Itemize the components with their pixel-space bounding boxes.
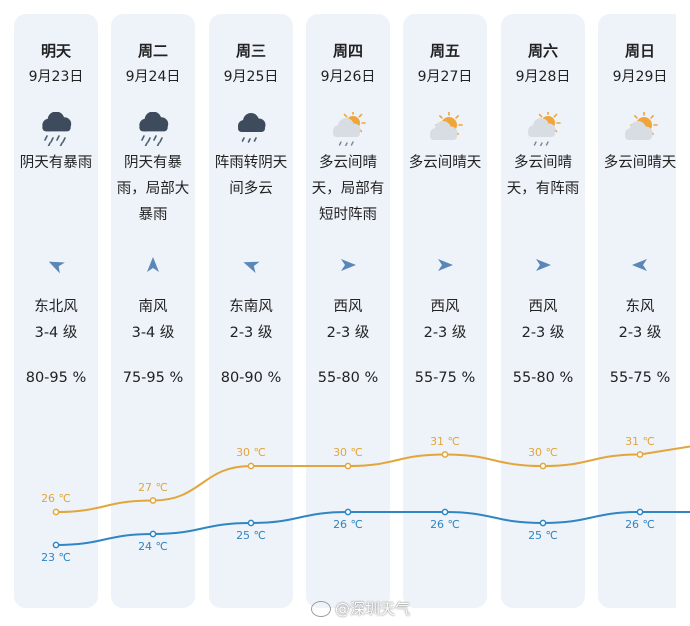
humidity: 55-75 % <box>609 370 671 386</box>
heavy-rain-cloud-icon <box>42 112 72 146</box>
wind-direction: 西风 <box>430 299 460 315</box>
wind-level: 2-3 级 <box>229 325 273 341</box>
day-date: 9月27日 <box>417 69 473 85</box>
wind-direction: 东北风 <box>34 299 78 315</box>
wind-direction-arrow-icon <box>438 259 453 271</box>
weibo-logo-icon <box>311 600 331 617</box>
weather-description: 阴天有暴 <box>124 155 182 171</box>
day-name: 周二 <box>137 42 168 60</box>
weather-description: 多云间晴 <box>514 155 572 171</box>
wind-direction-arrow-icon <box>341 259 356 271</box>
humidity: 55-80 % <box>317 370 379 386</box>
day-column <box>598 14 676 608</box>
weather-description: 雨，局部大 <box>116 181 190 197</box>
wind-direction-arrow-icon <box>243 261 260 274</box>
day-name: 周五 <box>429 42 460 60</box>
shower-cloud-icon <box>238 113 266 143</box>
low-temp-point <box>636 508 644 516</box>
wind-direction: 西风 <box>528 299 558 315</box>
weather-description: 多云间晴天 <box>408 155 482 171</box>
wind-direction: 西风 <box>333 299 363 315</box>
partly-cloudy-shower-icon <box>333 112 366 146</box>
wind-direction: 东南风 <box>229 299 273 315</box>
day-name: 周三 <box>235 42 266 60</box>
wind-level: 2-3 级 <box>423 325 467 341</box>
high-temp-label: 31 ℃ <box>625 434 655 448</box>
low-temp-point <box>344 508 352 516</box>
high-temp-label: 27 ℃ <box>138 480 168 494</box>
weather-description: 短时阵雨 <box>319 207 377 223</box>
high-temp-point <box>539 462 547 470</box>
low-temp-point <box>149 530 157 538</box>
weather-description: 天，有阵雨 <box>506 181 580 197</box>
high-temp-label: 30 ℃ <box>236 446 266 459</box>
low-temp-point <box>52 541 60 549</box>
wind-direction: 东风 <box>625 299 655 315</box>
weather-description: 暴雨 <box>138 207 168 223</box>
low-temp-label: 25 ℃ <box>236 529 266 542</box>
day-name: 明天 <box>40 42 71 60</box>
day-name: 周日 <box>624 42 655 60</box>
low-temp-point <box>441 508 449 516</box>
wind-direction-arrow-icon <box>632 259 647 271</box>
low-temp-label: 26 ℃ <box>430 518 460 531</box>
low-temp-label: 26 ℃ <box>333 518 363 531</box>
heavy-rain-cloud-icon <box>139 112 169 146</box>
high-temp-label: 30 ℃ <box>528 446 558 459</box>
day-date: 9月24日 <box>125 69 181 85</box>
wind-level: 2-3 级 <box>618 325 662 341</box>
weather-description: 阴天有暴雨 <box>19 155 93 171</box>
high-temp-point <box>344 462 352 470</box>
humidity: 55-80 % <box>512 370 574 386</box>
watermark: @深圳天气 <box>311 598 410 619</box>
high-temp-point <box>247 462 255 470</box>
high-temp-label: 31 ℃ <box>430 434 460 448</box>
weather-description: 多云间晴天 <box>603 155 677 171</box>
low-temp-label: 23 ℃ <box>41 551 71 564</box>
high-temp-label: 26 ℃ <box>41 492 71 505</box>
weather-description: 阵雨转阴天 <box>214 155 288 171</box>
low-temp-label: 26 ℃ <box>625 518 655 531</box>
wind-direction-arrow-icon <box>147 257 159 272</box>
low-temp-point <box>247 519 255 527</box>
wind-level: 2-3 级 <box>521 325 565 341</box>
day-date: 9月29日 <box>612 69 668 85</box>
weather-description: 间多云 <box>229 181 273 197</box>
day-name: 周四 <box>332 42 363 60</box>
watermark-text: @深圳天气 <box>335 600 411 618</box>
high-temp-label: 30 ℃ <box>333 446 363 459</box>
low-temp-label: 24 ℃ <box>138 540 168 553</box>
partly-cloudy-sun-icon <box>625 112 658 140</box>
partly-cloudy-sun-icon <box>430 112 463 140</box>
day-column <box>501 14 585 608</box>
day-name: 周六 <box>527 42 558 60</box>
day-date: 9月28日 <box>515 69 571 85</box>
high-temp-point <box>636 451 644 458</box>
weather-description: 多云间晴 <box>319 155 377 171</box>
wind-level: 3-4 级 <box>131 325 175 341</box>
high-temp-point <box>441 451 449 458</box>
humidity: 80-95 % <box>25 370 87 386</box>
humidity: 75-95 % <box>122 370 184 386</box>
wind-direction-arrow-icon <box>536 259 551 271</box>
wind-level: 2-3 级 <box>326 325 370 341</box>
day-date: 9月25日 <box>223 69 279 85</box>
humidity: 80-90 % <box>220 370 282 386</box>
wind-level: 3-4 级 <box>34 325 78 341</box>
humidity: 55-75 % <box>414 370 476 386</box>
day-date: 9月23日 <box>28 69 84 85</box>
low-temp-label: 25 ℃ <box>528 529 558 542</box>
weather-description: 天，局部有 <box>311 181 385 197</box>
high-temp-point <box>52 508 60 516</box>
wind-direction-arrow-icon <box>48 261 65 274</box>
day-date: 9月26日 <box>320 69 376 85</box>
wind-direction: 南风 <box>138 299 168 315</box>
partly-cloudy-shower-icon <box>528 112 561 146</box>
low-temp-point <box>539 519 547 527</box>
high-temp-point <box>149 497 157 504</box>
